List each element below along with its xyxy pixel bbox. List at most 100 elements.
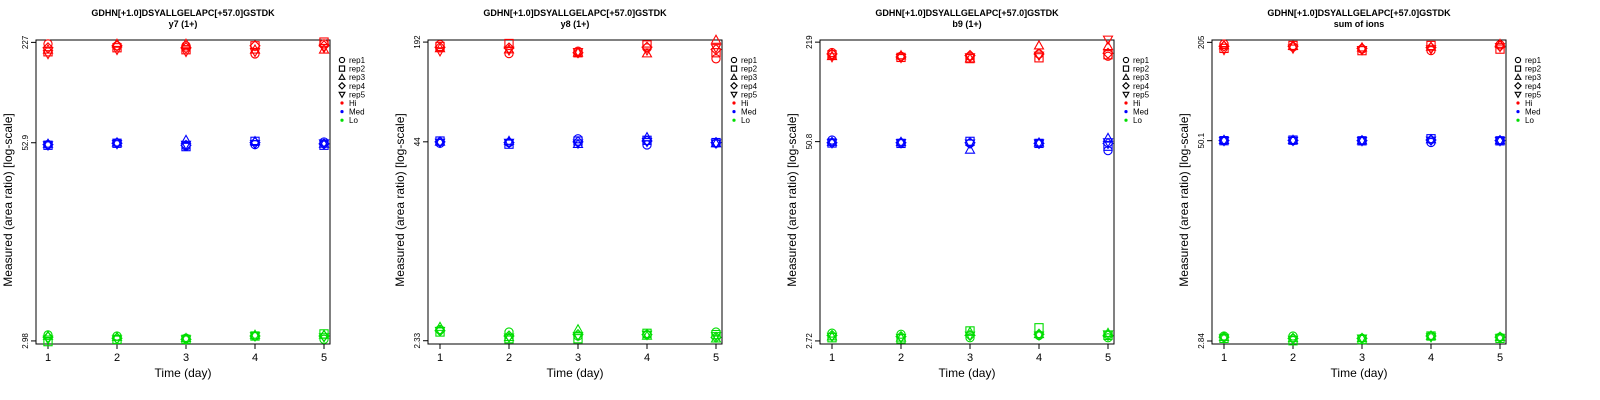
- point-lo-rep1: [965, 333, 975, 343]
- legend-label: rep5: [1525, 90, 1542, 99]
- point-med-rep3: [42, 138, 54, 148]
- point-hi-rep3: [1033, 39, 1045, 50]
- point-lo-rep5: [180, 335, 192, 346]
- legend-marker: [1122, 56, 1130, 64]
- point-lo-rep5: [1287, 335, 1299, 346]
- point-hi-rep4: [434, 41, 446, 53]
- point-med-rep3: [1033, 136, 1045, 147]
- x-tick-label: 1: [45, 352, 51, 364]
- point-med-rep3: [1356, 134, 1368, 145]
- y-tick-label: 2.84: [1197, 333, 1206, 349]
- point-med-rep3: [180, 134, 192, 144]
- plot-frame: [1211, 39, 1507, 345]
- legend-marker: [338, 65, 346, 72]
- point-hi-rep5: [895, 53, 907, 64]
- point-hi-rep1: [504, 48, 514, 59]
- point-lo-rep4: [42, 331, 54, 343]
- point-lo-rep1: [319, 334, 329, 344]
- chart-subtitle: y8 (1+): [561, 19, 590, 29]
- legend-label: Hi: [1133, 99, 1141, 108]
- legend-marker: [1514, 65, 1522, 72]
- point-med-rep5: [111, 140, 123, 150]
- point-lo-rep3: [1356, 332, 1368, 343]
- point-med-rep3: [964, 144, 976, 154]
- point-lo-rep2: [573, 334, 583, 344]
- point-hi-rep4: [1287, 40, 1299, 52]
- plot-frame: [35, 39, 331, 345]
- point-med-rep3: [1287, 134, 1299, 144]
- point-hi-rep5: [503, 46, 515, 57]
- point-hi-rep5: [826, 53, 838, 63]
- point-lo-rep5: [42, 335, 54, 346]
- point-hi-rep2: [1034, 53, 1044, 63]
- legend-label: rep1: [741, 56, 758, 65]
- plot-frame: [819, 39, 1115, 345]
- point-hi-rep4: [180, 42, 192, 54]
- point-hi-rep5: [318, 43, 330, 54]
- x-tick-label: 1: [829, 352, 835, 364]
- legend-marker: [1122, 73, 1130, 80]
- legend-label: Hi: [741, 99, 749, 108]
- y-axis-label: Measured (area ratio) [log-scale]: [1177, 113, 1191, 286]
- legend-label: Lo: [349, 116, 358, 125]
- legend-label: Lo: [741, 116, 750, 125]
- point-med-rep5: [572, 139, 584, 150]
- legend-label: Med: [349, 108, 365, 117]
- legend-marker: [338, 81, 346, 90]
- legend-label: rep4: [1133, 82, 1150, 91]
- y-tick-label: 205: [1197, 35, 1206, 49]
- point-hi-rep5: [1494, 43, 1506, 53]
- y-tick-label: 2.72: [805, 333, 814, 349]
- x-tick-label: 5: [321, 352, 327, 364]
- point-lo-rep5: [249, 332, 261, 342]
- point-hi-rep4: [42, 42, 54, 54]
- point-lo-rep5: [111, 335, 123, 346]
- point-med-rep3: [1425, 133, 1437, 144]
- x-tick-label: 5: [713, 352, 719, 364]
- y-axis-label: Measured (area ratio) [log-scale]: [1, 113, 15, 286]
- legend-marker: [1514, 73, 1522, 80]
- point-hi-rep3: [641, 47, 653, 58]
- legend-label: Med: [1525, 108, 1541, 117]
- point-med-rep5: [710, 139, 722, 150]
- point-lo-rep5: [318, 333, 330, 343]
- legend-label: rep4: [741, 82, 758, 91]
- point-med-rep5: [1425, 136, 1437, 147]
- chart-subtitle: b9 (1+): [952, 19, 981, 29]
- chart-subtitle: y7 (1+): [169, 19, 198, 29]
- point-hi-rep5: [710, 44, 722, 54]
- legend-label: rep3: [1525, 73, 1542, 82]
- point-med-rep3: [1494, 134, 1506, 145]
- x-tick-label: 3: [183, 352, 189, 364]
- point-hi-rep4: [111, 40, 123, 52]
- chart-title: GDHN[+1.0]DSYALLGELAPC[+57.0]GSTDK: [1267, 8, 1451, 18]
- point-lo-rep3: [180, 332, 192, 343]
- point-lo-rep5: [572, 332, 584, 342]
- point-med-rep5: [1287, 136, 1299, 147]
- point-hi-rep3: [1102, 40, 1114, 51]
- chart-panel-y7: GDHN[+1.0]DSYALLGELAPC[+57.0]GSTDK y7 (1+…: [0, 0, 392, 400]
- y-tick-label: 50.8: [805, 133, 814, 149]
- legend-marker: [730, 65, 738, 72]
- legend-marker: [730, 81, 738, 90]
- point-med-rep3: [710, 137, 722, 148]
- point-lo-rep3: [1218, 331, 1230, 341]
- legend-dot: [1124, 101, 1128, 105]
- chart-panel-y8: GDHN[+1.0]DSYALLGELAPC[+57.0]GSTDK y8 (1+…: [392, 0, 784, 400]
- point-lo-rep3: [249, 329, 261, 339]
- point-hi-rep4: [249, 40, 261, 52]
- point-med-rep5: [641, 137, 653, 148]
- legend-label: Med: [1133, 108, 1149, 117]
- point-lo-rep5: [826, 332, 838, 343]
- legend-marker: [1514, 56, 1522, 64]
- point-med-rep5: [1102, 138, 1114, 148]
- point-med-rep5: [1356, 136, 1368, 147]
- point-lo-rep5: [710, 332, 722, 342]
- y-tick-label: 219: [805, 35, 814, 49]
- point-hi-rep3: [180, 38, 192, 48]
- point-hi-rep5: [42, 50, 54, 60]
- legend-dot: [1124, 118, 1128, 122]
